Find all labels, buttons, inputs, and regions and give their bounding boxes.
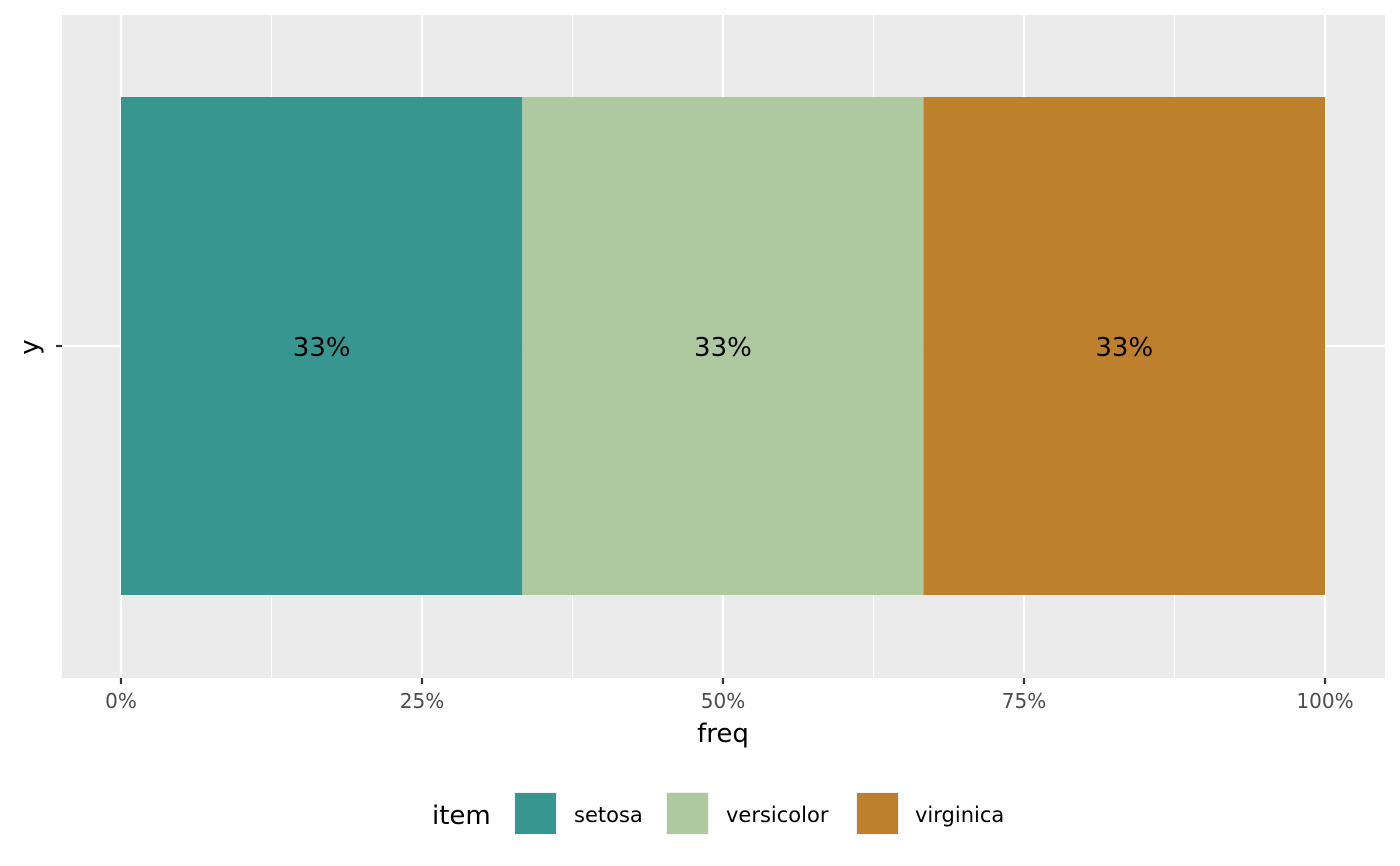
x-axis: 0% 25% 50% 75% 100% bbox=[105, 678, 1354, 713]
bar-label-virginica: 33% bbox=[1095, 333, 1153, 363]
bar-versicolor bbox=[522, 97, 924, 595]
x-tick-label: 100% bbox=[1296, 689, 1353, 713]
legend: item setosa versicolor virginica bbox=[432, 792, 1004, 835]
bar-virginica bbox=[923, 97, 1325, 595]
x-tick-label: 25% bbox=[400, 689, 444, 713]
legend-key-virginica bbox=[857, 793, 898, 834]
legend-items: setosa versicolor virginica bbox=[514, 792, 1004, 835]
bars bbox=[121, 97, 1325, 595]
y-axis-title: y bbox=[15, 339, 45, 354]
legend-label-virginica: virginica bbox=[915, 803, 1004, 827]
legend-key-setosa bbox=[515, 793, 556, 834]
legend-label-versicolor: versicolor bbox=[726, 803, 829, 827]
bar-setosa bbox=[121, 97, 523, 595]
bar-labels: 33% 33% 33% bbox=[293, 333, 1153, 363]
legend-key-versicolor bbox=[667, 793, 708, 834]
legend-label-setosa: setosa bbox=[574, 803, 643, 827]
bar-label-versicolor: 33% bbox=[694, 333, 752, 363]
legend-title: item bbox=[432, 801, 491, 831]
bar-label-setosa: 33% bbox=[293, 333, 351, 363]
x-tick-label: 0% bbox=[105, 689, 137, 713]
x-tick-label: 50% bbox=[701, 689, 745, 713]
x-axis-title: freq bbox=[697, 719, 749, 749]
x-tick-label: 75% bbox=[1002, 689, 1046, 713]
